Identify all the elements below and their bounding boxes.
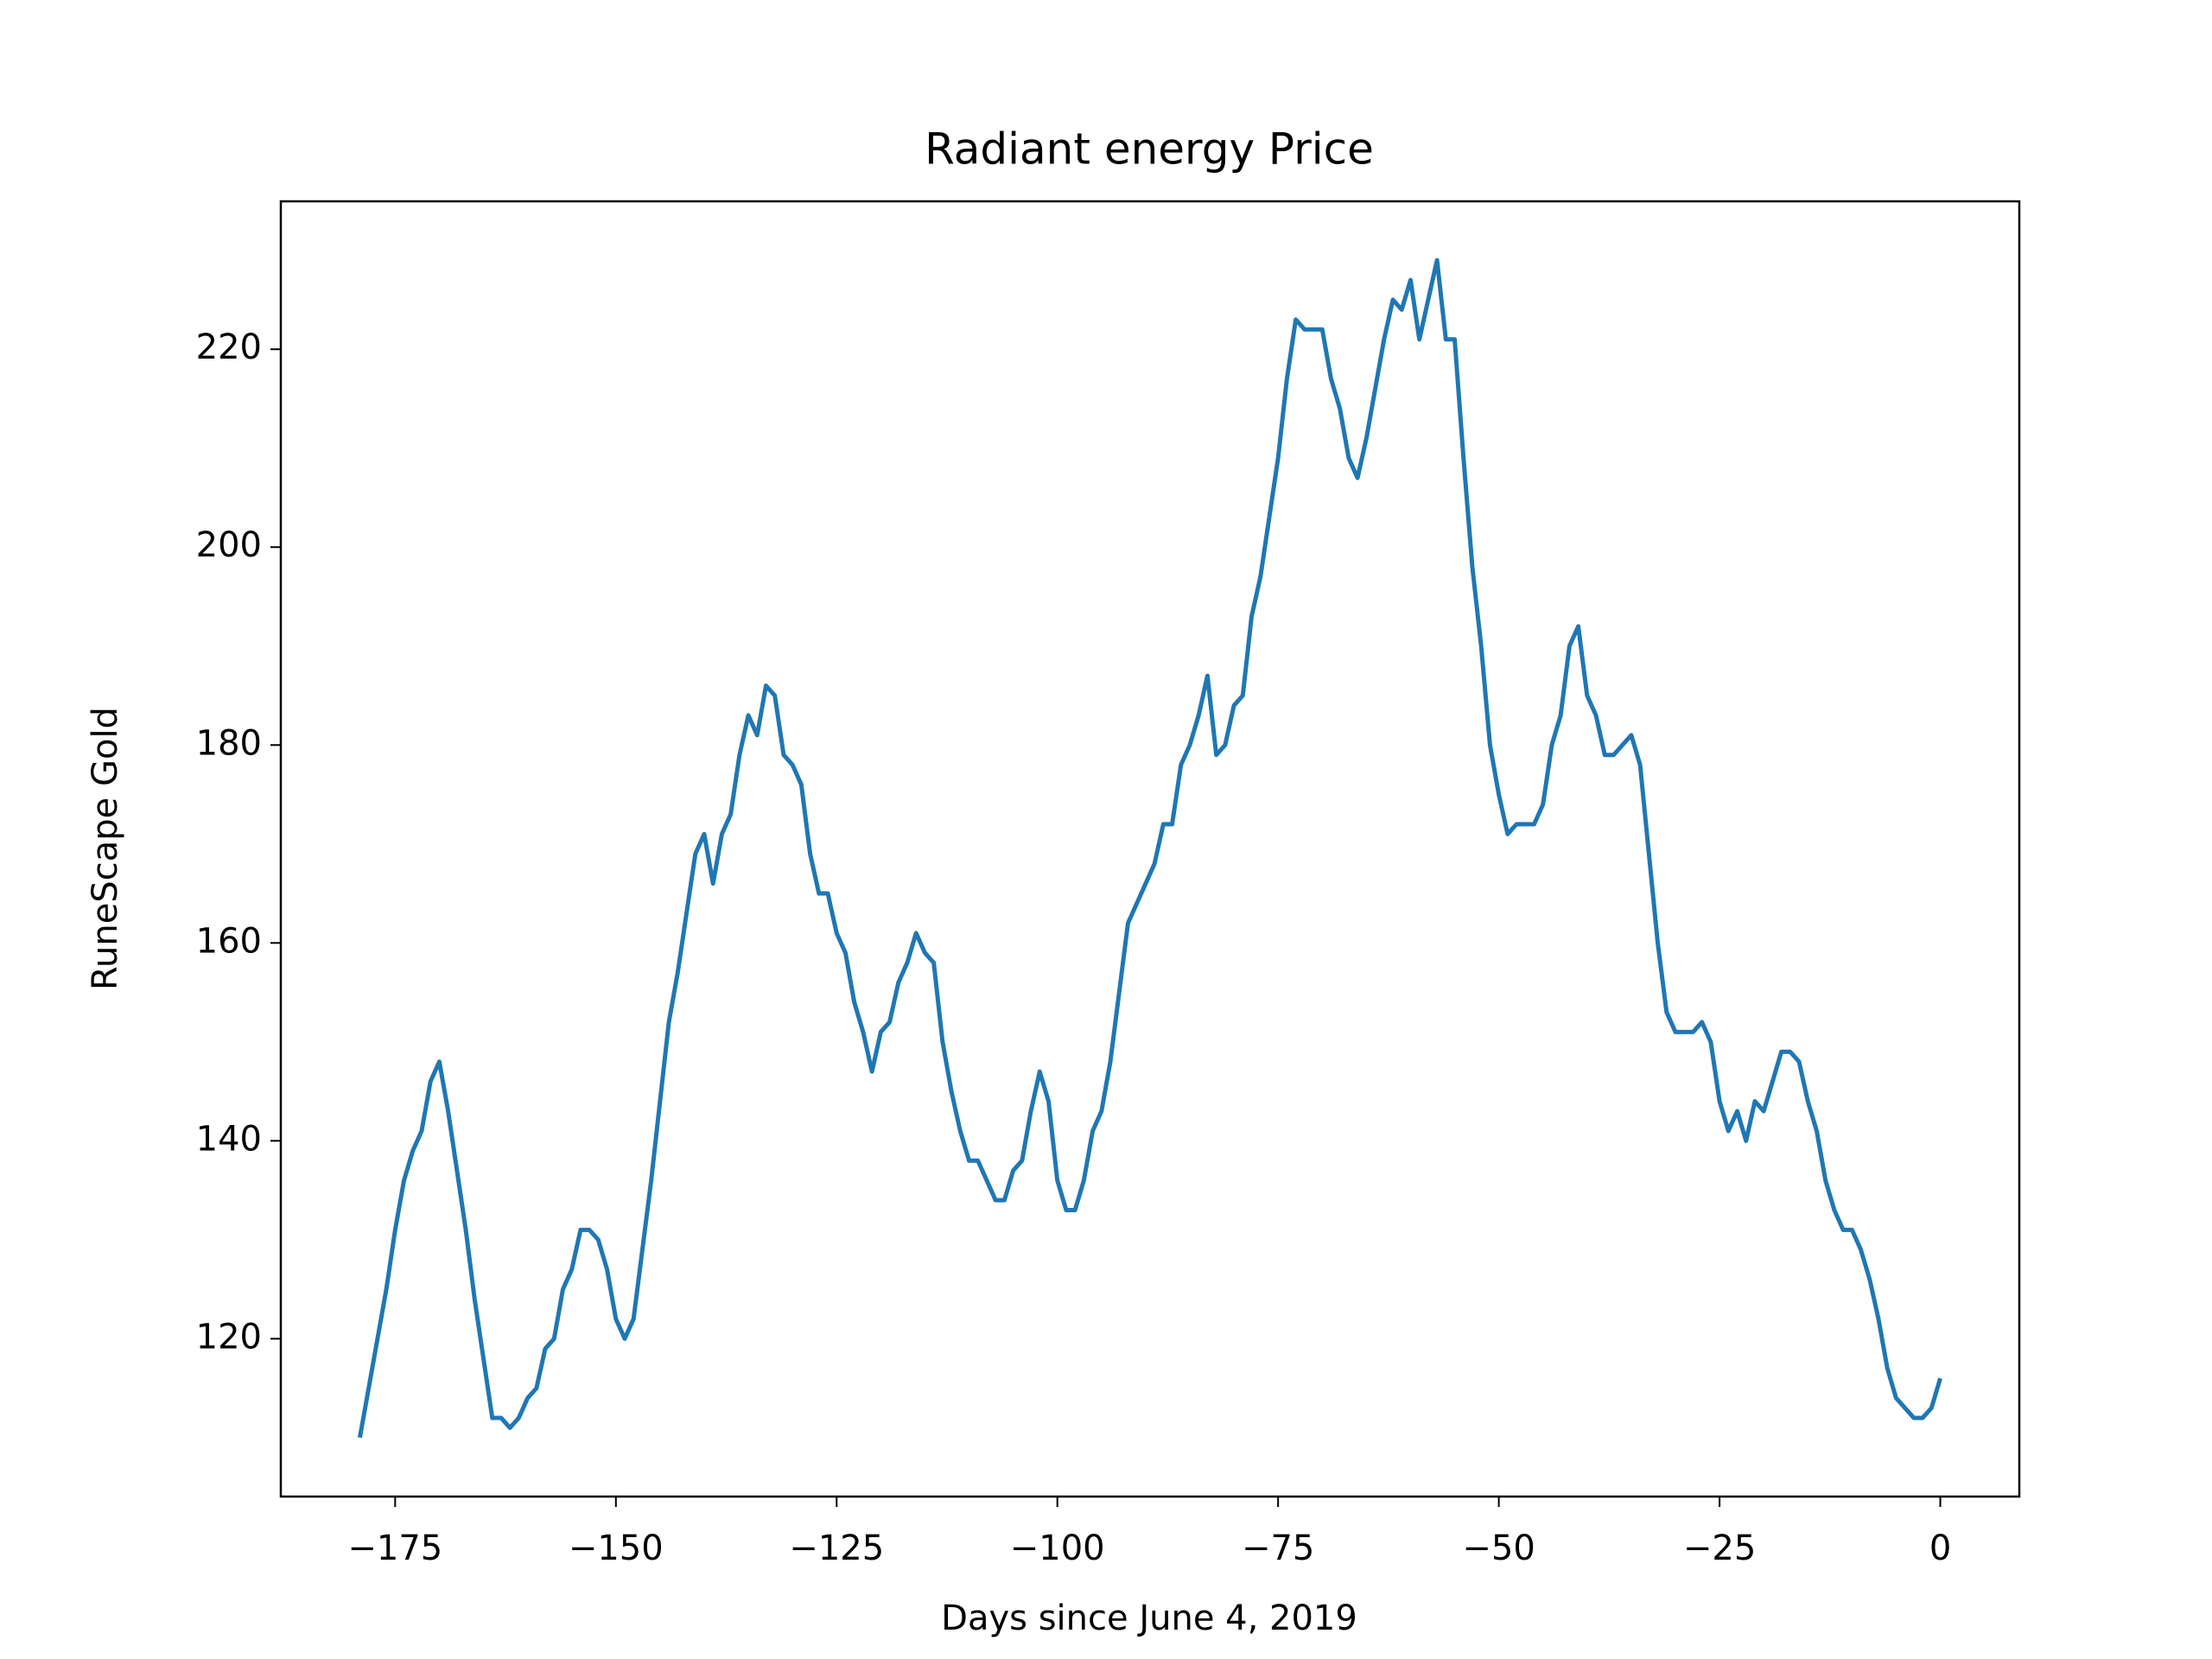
price-line xyxy=(357,257,1942,1439)
y-tick-label: 120 xyxy=(196,1317,262,1357)
x-tick-label: 0 xyxy=(1929,1529,1951,1568)
y-tick-label: 200 xyxy=(196,525,262,565)
y-tick-label: 160 xyxy=(196,921,262,961)
x-tick-label: −125 xyxy=(789,1529,884,1568)
x-tick-label: −150 xyxy=(569,1529,664,1568)
y-tick-label: 220 xyxy=(196,327,262,367)
y-tick-label: 140 xyxy=(196,1119,262,1159)
plot-frame xyxy=(279,200,2021,1498)
x-tick-label: −25 xyxy=(1683,1529,1756,1568)
x-tick-label: −50 xyxy=(1462,1529,1535,1568)
x-tick-label: −75 xyxy=(1242,1529,1314,1568)
plot-area xyxy=(357,257,1942,1439)
x-tick-label: −100 xyxy=(1010,1529,1105,1568)
x-axis-label: Days since June 4, 2019 xyxy=(941,1599,1357,1638)
y-axis-label: RuneScape Gold xyxy=(86,707,125,990)
chart-title: Radiant energy Price xyxy=(925,124,1374,175)
x-tick-label: −175 xyxy=(347,1529,442,1568)
y-tick-label: 180 xyxy=(196,723,262,763)
